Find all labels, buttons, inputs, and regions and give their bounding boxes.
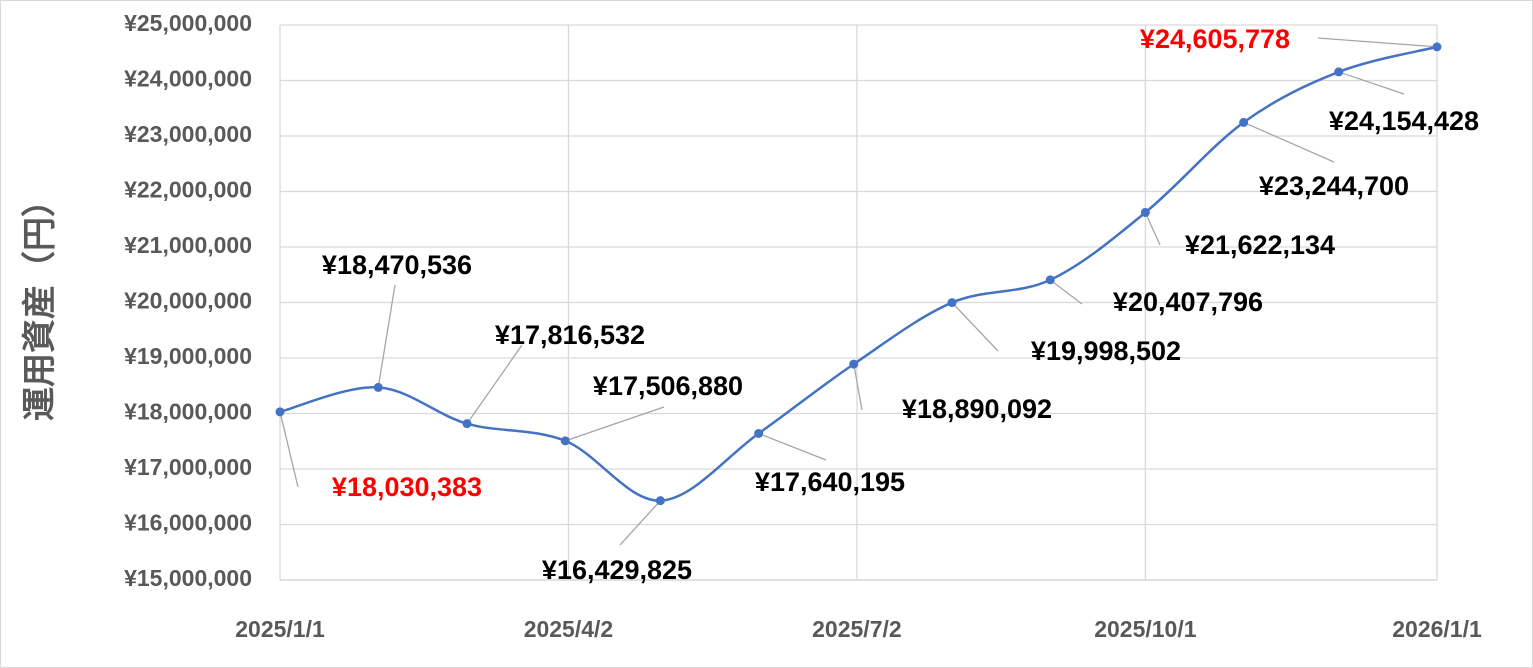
y-tick-label: ¥19,000,000 <box>124 343 252 369</box>
leader-line <box>466 344 523 425</box>
y-tick-label: ¥18,000,000 <box>124 399 252 425</box>
y-tick-label: ¥23,000,000 <box>124 121 252 147</box>
data-label: ¥17,506,880 <box>593 371 743 401</box>
leader-line <box>1243 121 1335 163</box>
y-tick-label: ¥15,000,000 <box>124 565 252 591</box>
marker <box>1432 42 1442 52</box>
leader-line <box>1317 37 1438 48</box>
marker <box>754 428 764 438</box>
y-tick-label: ¥22,000,000 <box>124 177 252 203</box>
leader-line <box>951 302 999 352</box>
data-label: ¥18,470,536 <box>322 250 472 280</box>
marker <box>462 419 472 429</box>
data-label: ¥24,605,778 <box>1140 24 1290 54</box>
x-tick-label: 2025/7/2 <box>812 616 902 642</box>
data-label: ¥17,816,532 <box>495 320 645 350</box>
y-tick-label: ¥17,000,000 <box>124 454 252 480</box>
data-label: ¥19,998,502 <box>1031 336 1181 366</box>
marker <box>560 436 570 446</box>
x-tick-label: 2025/1/1 <box>235 616 325 642</box>
marker <box>1334 67 1344 77</box>
data-label: ¥16,429,825 <box>542 555 692 585</box>
marker <box>1045 275 1055 285</box>
y-tick-label: ¥25,000,000 <box>124 10 252 36</box>
marker <box>1239 117 1249 127</box>
data-label: ¥17,640,195 <box>755 467 905 497</box>
data-label: ¥18,890,092 <box>902 394 1052 424</box>
leader-line <box>1144 212 1161 246</box>
leader-line <box>565 406 665 442</box>
marker <box>373 382 383 392</box>
data-label: ¥24,154,428 <box>1329 106 1479 136</box>
marker <box>1140 207 1150 217</box>
y-tick-label: ¥20,000,000 <box>124 288 252 314</box>
leader-line <box>758 432 827 461</box>
data-label: ¥23,244,700 <box>1259 171 1409 201</box>
marker <box>655 496 665 506</box>
y-tick-label: ¥21,000,000 <box>124 232 252 258</box>
data-label: ¥18,030,383 <box>332 472 482 502</box>
marker <box>275 407 285 417</box>
x-tick-label: 2026/1/1 <box>1392 616 1482 642</box>
leader-line <box>619 500 661 546</box>
data-label: ¥20,407,796 <box>1113 287 1263 317</box>
marker <box>947 298 957 308</box>
y-tick-label: ¥16,000,000 <box>124 510 252 536</box>
data-label: ¥21,622,134 <box>1185 230 1335 260</box>
leader-line <box>279 411 299 488</box>
leader-line <box>853 363 863 411</box>
y-tick-label: ¥24,000,000 <box>124 66 252 92</box>
leader-line <box>1049 279 1083 305</box>
y-axis-title: 運用資産（円） <box>20 183 59 421</box>
leader-line <box>377 284 396 388</box>
x-tick-label: 2025/4/2 <box>524 616 614 642</box>
leader-line <box>1338 71 1405 95</box>
x-tick-label: 2025/10/1 <box>1094 616 1197 642</box>
marker <box>849 359 859 369</box>
